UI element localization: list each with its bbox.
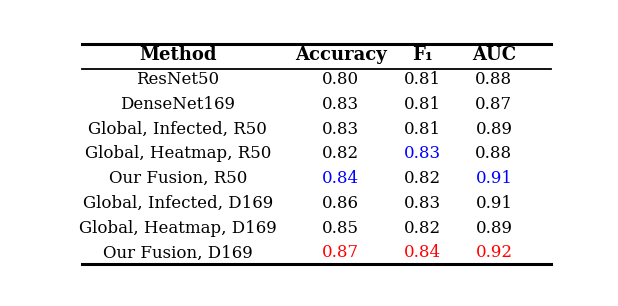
Text: Our Fusion, R50: Our Fusion, R50 — [109, 170, 247, 187]
Text: 0.81: 0.81 — [404, 96, 441, 113]
Text: 0.80: 0.80 — [322, 71, 359, 88]
Text: Our Fusion, D169: Our Fusion, D169 — [103, 244, 253, 261]
Text: Method: Method — [139, 46, 216, 64]
Text: 0.85: 0.85 — [322, 220, 359, 237]
Text: ResNet50: ResNet50 — [136, 71, 219, 88]
Text: 0.83: 0.83 — [404, 195, 441, 212]
Text: Global, Heatmap, D169: Global, Heatmap, D169 — [79, 220, 277, 237]
Text: 0.84: 0.84 — [322, 170, 359, 187]
Text: 0.83: 0.83 — [322, 96, 359, 113]
Text: 0.83: 0.83 — [322, 121, 359, 138]
Text: 0.81: 0.81 — [404, 121, 441, 138]
Text: 0.89: 0.89 — [475, 121, 512, 138]
Text: Global, Infected, R50: Global, Infected, R50 — [88, 121, 267, 138]
Text: 0.86: 0.86 — [322, 195, 359, 212]
Text: 0.81: 0.81 — [404, 71, 441, 88]
Text: 0.91: 0.91 — [475, 170, 512, 187]
Text: Accuracy: Accuracy — [295, 46, 386, 64]
Text: Global, Infected, D169: Global, Infected, D169 — [83, 195, 273, 212]
Text: Global, Heatmap, R50: Global, Heatmap, R50 — [85, 145, 271, 162]
Text: 0.87: 0.87 — [322, 244, 359, 261]
Text: 0.82: 0.82 — [404, 220, 441, 237]
Text: 0.89: 0.89 — [475, 220, 512, 237]
Text: 0.84: 0.84 — [404, 244, 441, 261]
Text: 0.82: 0.82 — [404, 170, 441, 187]
Text: 0.82: 0.82 — [322, 145, 359, 162]
Text: DenseNet169: DenseNet169 — [121, 96, 235, 113]
Text: AUC: AUC — [472, 46, 516, 64]
Text: 0.92: 0.92 — [475, 244, 512, 261]
Text: 0.88: 0.88 — [475, 145, 512, 162]
Text: 0.91: 0.91 — [475, 195, 512, 212]
Text: 0.88: 0.88 — [475, 71, 512, 88]
Text: F₁: F₁ — [412, 46, 433, 64]
Text: 0.83: 0.83 — [404, 145, 441, 162]
Text: 0.87: 0.87 — [475, 96, 512, 113]
